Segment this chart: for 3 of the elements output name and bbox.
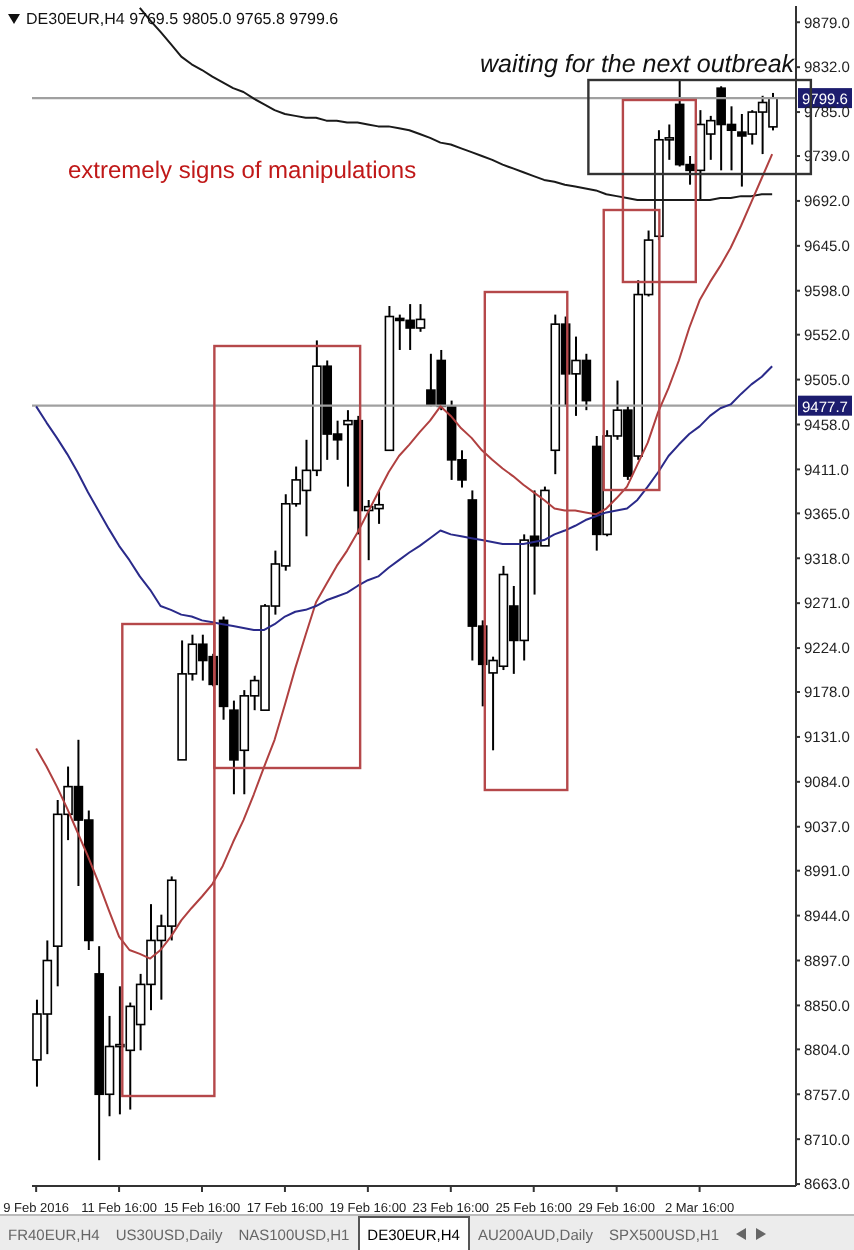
- annotation: waiting for the next outbreak: [480, 50, 795, 78]
- line-series: [35, 365, 774, 631]
- annotation: extremely signs of manipulations: [68, 156, 417, 184]
